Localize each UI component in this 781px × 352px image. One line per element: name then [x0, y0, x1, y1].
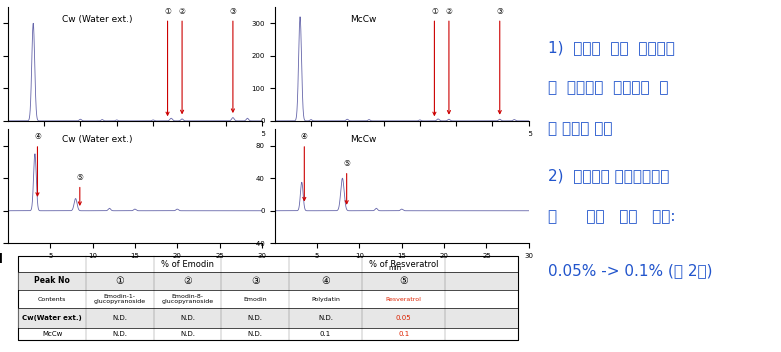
X-axis label: min: min — [388, 265, 401, 271]
Text: ⑤: ⑤ — [77, 173, 84, 205]
Text: Resveratrol: Resveratrol — [386, 297, 422, 302]
Text: ④: ④ — [301, 132, 308, 200]
Text: N.D.: N.D. — [248, 331, 262, 337]
Text: 0.1: 0.1 — [398, 331, 409, 337]
Text: ③: ③ — [496, 7, 503, 114]
Text: ②: ② — [179, 7, 186, 113]
Text: Contents: Contents — [38, 297, 66, 302]
Text: Cw (Water ext.): Cw (Water ext.) — [62, 15, 132, 24]
Text: Cw (Water ext.): Cw (Water ext.) — [62, 135, 132, 144]
Text: McCw: McCw — [351, 15, 376, 24]
Text: 서  지표성분  에모든의  함: 서 지표성분 에모든의 함 — [548, 81, 669, 96]
Text: ②: ② — [184, 276, 192, 286]
Text: 0.05% -> 0.1% (약 2배): 0.05% -> 0.1% (약 2배) — [548, 263, 713, 278]
Text: ⑤: ⑤ — [343, 159, 350, 204]
Text: ②: ② — [445, 7, 452, 114]
Text: N.D.: N.D. — [180, 315, 195, 321]
Text: % of Resveratrol: % of Resveratrol — [369, 259, 438, 269]
Text: N.D.: N.D. — [248, 315, 262, 321]
Text: N.D.: N.D. — [112, 331, 127, 337]
Bar — [18, 271, 519, 290]
Text: Peak No: Peak No — [34, 276, 70, 285]
Text: N.D.: N.D. — [112, 315, 127, 321]
Text: 2)  지표성분 레스베라트롭: 2) 지표성분 레스베라트롭 — [548, 169, 669, 183]
Text: Emodin-1-
glucopyranoside: Emodin-1- glucopyranoside — [94, 294, 146, 304]
Bar — [18, 308, 519, 328]
Text: ①: ① — [431, 7, 438, 115]
Text: % of Emodin: % of Emodin — [161, 259, 214, 269]
Text: 의      함량   증가   확인:: 의 함량 증가 확인: — [548, 209, 676, 224]
Text: ①: ① — [164, 7, 171, 115]
Text: ④: ④ — [34, 132, 41, 196]
Text: N.D.: N.D. — [180, 331, 195, 337]
Text: 0.1: 0.1 — [320, 331, 331, 337]
Text: 량 불검출 확인: 량 불검출 확인 — [548, 121, 613, 136]
Text: ①: ① — [116, 276, 124, 286]
Text: McCw: McCw — [42, 331, 62, 337]
Text: Emodin: Emodin — [244, 297, 267, 302]
Text: Cw(Water ext.): Cw(Water ext.) — [22, 315, 82, 321]
Text: N.D.: N.D. — [318, 315, 333, 321]
Text: ③: ③ — [251, 276, 259, 286]
Text: 1)  추출물  대비  발효물에: 1) 추출물 대비 발효물에 — [548, 40, 675, 55]
Text: I: I — [0, 252, 2, 266]
Text: Polydatin: Polydatin — [311, 297, 340, 302]
Text: McCw: McCw — [351, 135, 376, 144]
Text: Emodin-8-
glucopyranoside: Emodin-8- glucopyranoside — [162, 294, 214, 304]
Text: ④: ④ — [321, 276, 330, 286]
Text: 0.05: 0.05 — [396, 315, 412, 321]
Text: ③: ③ — [230, 7, 237, 112]
Text: ⑤: ⑤ — [399, 276, 408, 286]
